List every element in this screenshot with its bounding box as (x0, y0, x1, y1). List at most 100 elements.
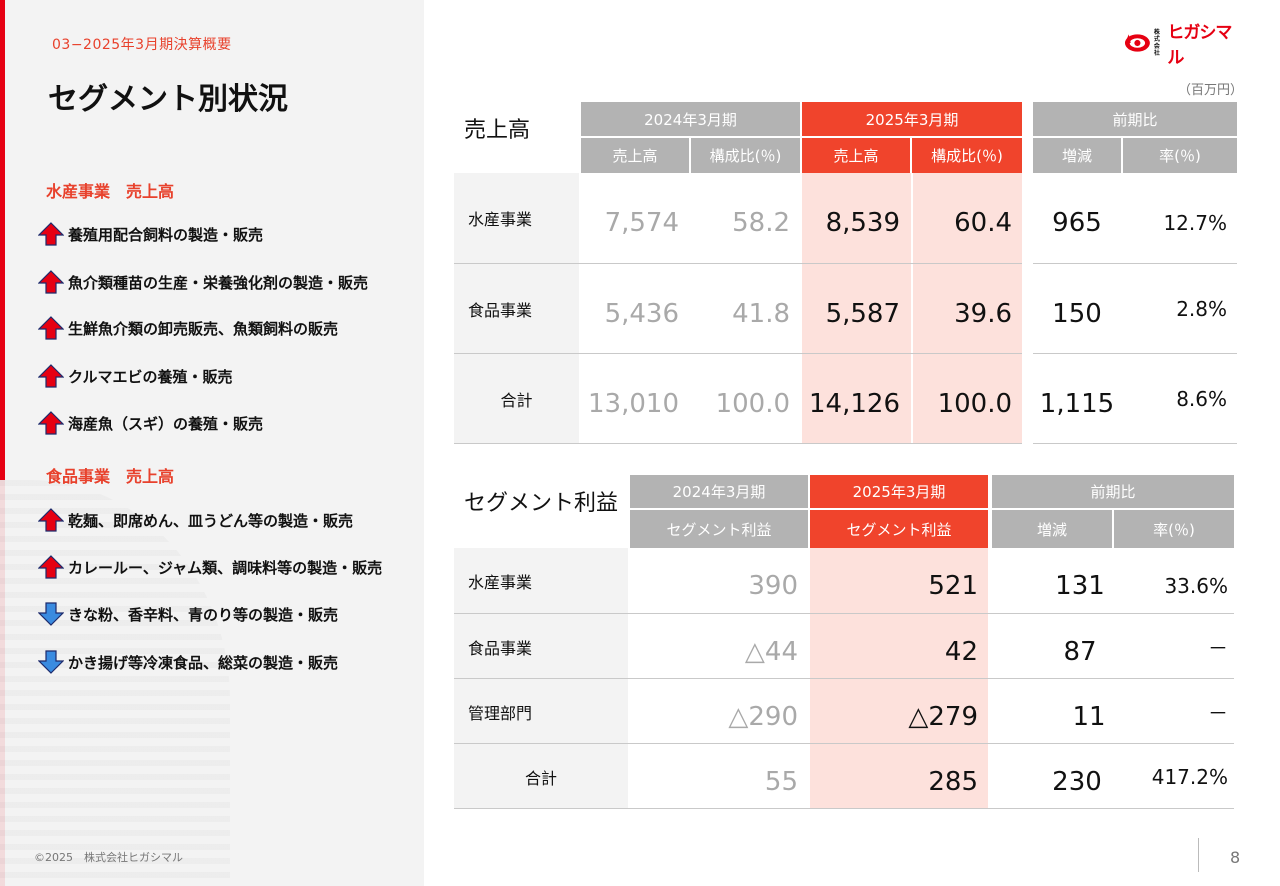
profit-diff: 11 (1072, 701, 1106, 732)
list-item: 養殖用配合飼料の製造・販売 (38, 221, 263, 247)
list-item-text: 魚介類種苗の生産・栄養強化剤の製造・販売 (68, 273, 369, 292)
list-item-text: カレールー、ジャム類、調味料等の製造・販売 (68, 558, 383, 577)
profit-header-curr-period: 2025年3月期 (810, 475, 988, 508)
sales-header-prev-period: 2024年3月期 (581, 102, 800, 136)
row-separator (454, 613, 1234, 614)
sales-curr-ratio: 39.6 (954, 299, 1012, 329)
sales-row-label: 合計 (500, 391, 533, 410)
profit-header-comparison: 前期比 (992, 475, 1234, 508)
up-arrow-icon (38, 364, 64, 388)
list-item-text: クルマエビの養殖・販売 (68, 367, 233, 386)
row-separator (1033, 443, 1237, 444)
up-arrow-icon (38, 270, 64, 294)
profit-subheader-prev: セグメント利益 (630, 510, 808, 548)
up-arrow-icon (38, 316, 64, 340)
profit-rate: － (1208, 701, 1228, 725)
sales-header-curr-period: 2025年3月期 (802, 102, 1022, 136)
profit-diff: 230 (1052, 766, 1102, 797)
sales-subheader-prev-ratio: 構成比(％) (691, 138, 800, 173)
profit-prev: △290 (728, 701, 798, 732)
sales-prev-sales: 13,010 (588, 389, 679, 419)
list-item-text: 乾麺、即席めん、皿うどん等の製造・販売 (68, 511, 354, 530)
list-item: かき揚げ等冷凍食品、総菜の製造・販売 (38, 649, 338, 675)
profit-row-label: 食品事業 (468, 638, 533, 658)
list-item-text: きな粉、香辛料、青のり等の製造・販売 (68, 605, 339, 624)
row-separator (454, 263, 1022, 264)
profit-rate: － (1208, 636, 1228, 660)
row-separator (454, 443, 1022, 444)
profit-curr: 521 (928, 570, 978, 601)
section-label: 03−2025年3月期決算概要 (52, 37, 232, 53)
list-item: 魚介類種苗の生産・栄養強化剤の製造・販売 (38, 269, 368, 295)
sales-diff: 150 (1052, 299, 1102, 329)
suisan-category-title: 水産事業 売上高 (46, 182, 175, 201)
profit-curr: 42 (944, 636, 978, 667)
sales-rate: 2.8% (1176, 297, 1227, 321)
sales-subheader-curr-ratio: 構成比(％) (912, 138, 1022, 173)
sales-prev-sales: 5,436 (604, 299, 679, 329)
row-separator (454, 743, 1234, 744)
profit-row-label: 合計 (524, 768, 557, 788)
sales-curr-sales: 5,587 (825, 299, 900, 329)
profit-prev: 390 (748, 570, 798, 601)
sales-rate: 8.6% (1176, 387, 1227, 411)
list-item: 乾麺、即席めん、皿うどん等の製造・販売 (38, 507, 353, 533)
sales-prev-ratio: 58.2 (732, 208, 790, 238)
profit-header-prev-period: 2024年3月期 (630, 475, 808, 508)
company-logo: 株式 会社 ヒガシマル (1124, 23, 1244, 68)
profit-table-title: セグメント利益 (464, 491, 619, 516)
sales-subheader-rate: 率(％) (1123, 138, 1237, 173)
sales-diff: 1,115 (1039, 389, 1115, 419)
sales-subheader-curr-sales: 売上高 (802, 138, 910, 173)
up-arrow-icon (38, 222, 64, 246)
sales-subheader-prev-sales: 売上高 (581, 138, 689, 173)
sales-prev-ratio: 100.0 (715, 389, 790, 419)
logo-small-text: 株式 会社 (1153, 29, 1160, 57)
logo-mark-icon (1124, 34, 1150, 52)
list-item: 海産魚（スギ）の養殖・販売 (38, 410, 263, 436)
sales-header-comparison: 前期比 (1033, 102, 1237, 136)
sales-column-divider (911, 173, 913, 444)
decorative-stripes (0, 480, 230, 886)
unit-label: （百万円） (1178, 83, 1244, 98)
profit-prev: 55 (764, 766, 798, 797)
list-item: 生鮮魚介類の卸売販売、魚類飼料の販売 (38, 315, 338, 341)
sales-diff: 965 (1052, 208, 1102, 238)
list-item: カレールー、ジャム類、調味料等の製造・販売 (38, 554, 382, 580)
sales-curr-sales: 8,539 (825, 208, 900, 238)
profit-row-label: 管理部門 (468, 703, 533, 723)
row-separator (1033, 353, 1237, 354)
list-item-text: 海産魚（スギ）の養殖・販売 (68, 414, 264, 433)
sales-curr-ratio: 100.0 (937, 389, 1012, 419)
list-item: きな粉、香辛料、青のり等の製造・販売 (38, 601, 338, 627)
row-separator (454, 808, 1234, 809)
left-panel: 03−2025年3月期決算概要 セグメント別状況 水産事業 売上高 養殖用配合飼… (0, 0, 424, 886)
list-item: クルマエビの養殖・販売 (38, 363, 233, 389)
sales-label-column-bg (454, 173, 579, 444)
profit-prev: △44 (744, 636, 798, 667)
list-item-text: かき揚げ等冷凍食品、総菜の製造・販売 (68, 653, 339, 672)
profit-subheader-diff: 増減 (992, 510, 1112, 548)
page-number-divider (1198, 838, 1199, 872)
down-arrow-icon (38, 602, 64, 626)
page-number: 8 (1230, 848, 1241, 867)
sales-row-label: 食品事業 (468, 301, 533, 320)
sales-curr-ratio: 60.4 (954, 208, 1012, 238)
row-separator (454, 353, 1022, 354)
profit-rate: 417.2% (1151, 764, 1228, 789)
shokuhin-category-title: 食品事業 売上高 (46, 467, 175, 486)
profit-curr: △279 (908, 701, 978, 732)
list-item-text: 生鮮魚介類の卸売販売、魚類飼料の販売 (68, 319, 339, 338)
profit-subheader-curr: セグメント利益 (810, 510, 988, 548)
page-title: セグメント別状況 (48, 82, 288, 117)
accent-bar (0, 0, 5, 886)
up-arrow-icon (38, 411, 64, 435)
sales-table-title: 売上高 (464, 118, 531, 143)
sales-prev-ratio: 41.8 (732, 299, 790, 329)
sales-prev-sales: 7,574 (604, 208, 679, 238)
logo-name: ヒガシマル (1167, 23, 1232, 68)
row-separator (454, 678, 1234, 679)
profit-rate: 33.6% (1164, 573, 1228, 598)
list-item-text: 養殖用配合飼料の製造・販売 (68, 225, 264, 244)
profit-row-label: 水産事業 (468, 572, 533, 592)
